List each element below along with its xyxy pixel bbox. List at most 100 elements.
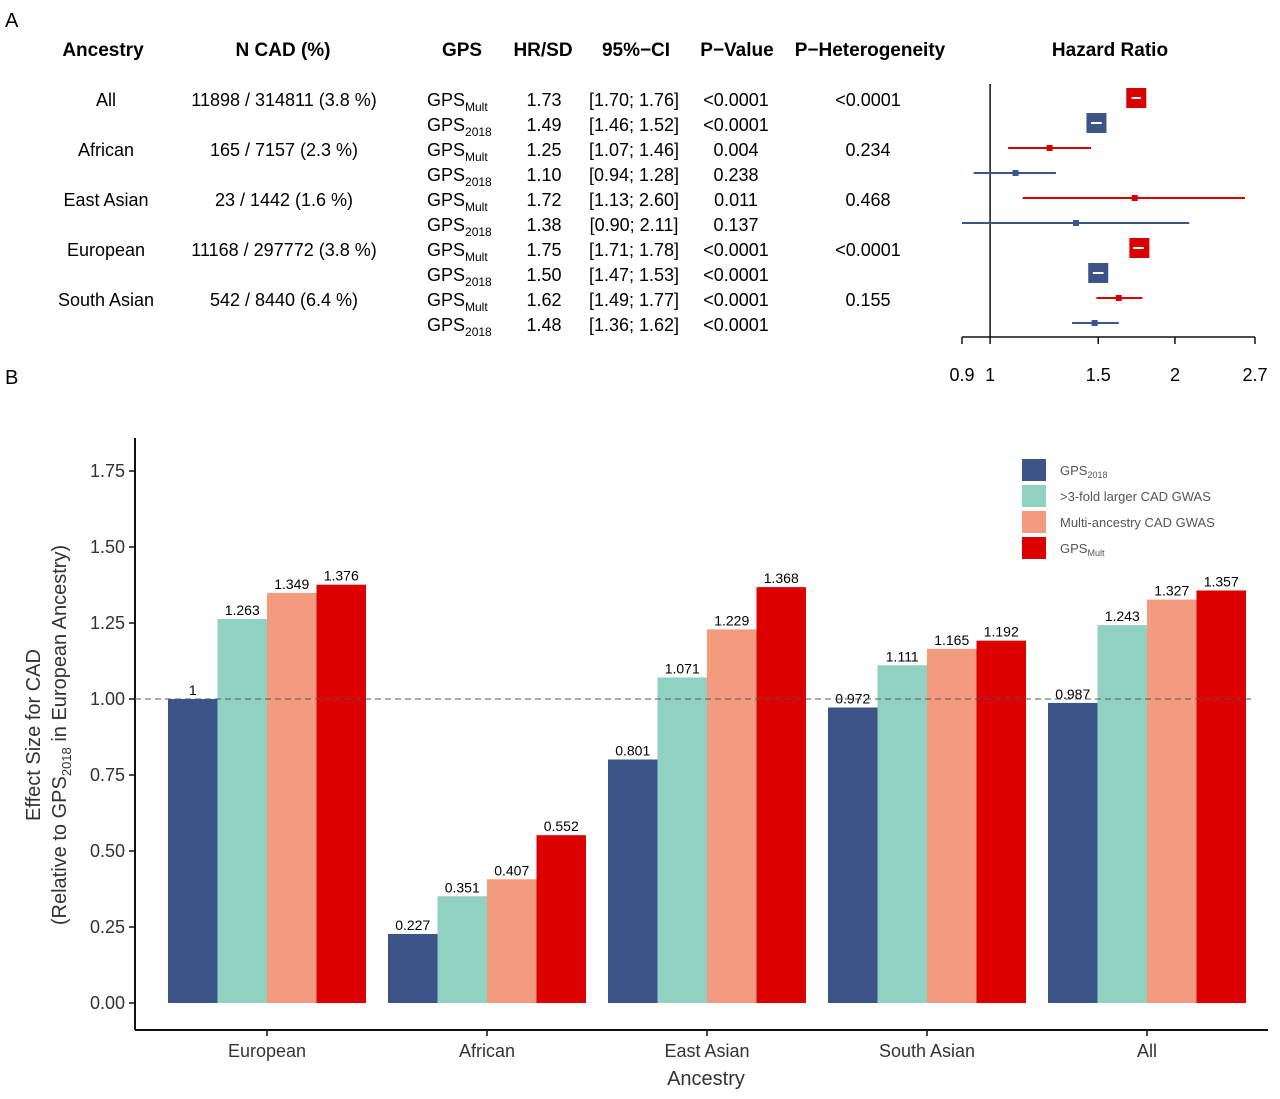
bar-value-label: 1.327 — [1154, 583, 1189, 599]
pheterogeneity-value: 0.155 — [845, 290, 890, 310]
bar-value-label: 0.407 — [494, 862, 529, 878]
bar — [487, 879, 537, 1003]
hr-value: 1.72 — [526, 190, 561, 210]
ancestry-name: European — [67, 240, 145, 260]
ancestry-name: South Asian — [58, 290, 154, 310]
bar — [217, 619, 267, 1003]
bar — [1048, 702, 1098, 1003]
y-tick-label: 1.25 — [90, 613, 125, 633]
ci-value: [1.49; 1.77] — [589, 290, 679, 310]
header-ancestry: Ancestry — [62, 40, 144, 61]
forest-estimate-box — [1115, 295, 1122, 301]
y-tick-label: 0.00 — [90, 993, 125, 1013]
gps-name: GPSMult — [427, 190, 488, 214]
ci-value: [0.90; 2.11] — [590, 215, 679, 235]
header-gps: GPS — [442, 40, 482, 61]
pvalue-value: <0.0001 — [703, 290, 769, 310]
legend-label: GPS2018 — [1060, 463, 1108, 480]
header-pheterogeneity: P−Heterogeneity — [795, 40, 946, 61]
gps-name: GPSMult — [427, 90, 488, 114]
header-hr: HR/SD — [513, 40, 572, 61]
bar — [536, 835, 586, 1003]
y-tick-label: 0.50 — [90, 841, 125, 861]
forest-table-rows: GPSMult 1.73 [1.70; 1.76] <0.0001 GPS2018 1.4… — [427, 90, 769, 339]
forest-estimate-box — [1046, 145, 1053, 151]
pvalue-value: <0.0001 — [703, 90, 769, 110]
bar-value-label: 1.243 — [1105, 608, 1140, 624]
x-tick-label: South Asian — [879, 1041, 975, 1061]
bar-value-label: 0.552 — [544, 818, 579, 834]
bar — [1147, 599, 1197, 1003]
bar-value-label: 1.376 — [324, 568, 359, 584]
header-hazard-ratio: Hazard Ratio — [1052, 40, 1168, 61]
y-axis-title-line1: Effect Size for CAD — [23, 649, 45, 821]
forest-estimate-box — [1072, 220, 1079, 226]
forest-tick-label: 2 — [1170, 365, 1180, 385]
bar-value-label: 1.111 — [886, 648, 919, 664]
panel-b-label: B — [5, 367, 18, 389]
y-tick-label: 0.25 — [90, 917, 125, 937]
panel-a-label: A — [5, 10, 19, 32]
bar-value-label: 1.165 — [934, 632, 969, 648]
bar — [877, 665, 927, 1003]
ancestry-name: All — [96, 90, 116, 110]
pvalue-value: <0.0001 — [703, 240, 769, 260]
legend-label: >3-fold larger CAD GWAS — [1060, 489, 1211, 504]
bar — [437, 896, 487, 1003]
ci-value: [1.46; 1.52] — [589, 115, 679, 135]
hr-value: 1.25 — [526, 140, 561, 160]
header-pvalue: P−Value — [700, 40, 773, 61]
hr-value: 1.73 — [526, 90, 561, 110]
x-tick-label: European — [228, 1041, 306, 1061]
ci-value: [1.47; 1.53] — [589, 265, 679, 285]
bar-value-label: 1 — [189, 682, 197, 698]
pvalue-value: <0.0001 — [703, 315, 769, 335]
bar-value-label: 1.192 — [984, 624, 1019, 640]
legend: GPS2018 >3-fold larger CAD GWAS Multi-ance… — [1022, 459, 1215, 559]
bar-value-label: 1.349 — [274, 576, 309, 592]
ci-value: [1.70; 1.76] — [589, 90, 679, 110]
gps-name: GPS2018 — [427, 315, 492, 339]
ci-value: [1.36; 1.62] — [589, 315, 679, 335]
pvalue-value: 0.137 — [713, 215, 758, 235]
bar — [316, 584, 366, 1003]
hr-value: 1.10 — [526, 165, 561, 185]
pheterogeneity-value: 0.234 — [845, 140, 890, 160]
bar — [1196, 590, 1246, 1003]
ncad-value: 542 / 8440 (6.4 %) — [210, 290, 358, 310]
pvalue-value: <0.0001 — [703, 265, 769, 285]
hr-value: 1.75 — [526, 240, 561, 260]
legend-swatch — [1022, 485, 1046, 507]
bar — [168, 699, 218, 1003]
hr-value: 1.49 — [526, 115, 561, 135]
hr-value: 1.62 — [526, 290, 561, 310]
hr-value: 1.48 — [526, 315, 561, 335]
forest-tick-label: 2.7 — [1242, 365, 1267, 385]
pheterogeneity-value: 0.468 — [845, 190, 890, 210]
header-ci: 95%−CI — [602, 40, 670, 61]
x-tick-label: East Asian — [664, 1041, 749, 1061]
forest-tick-label: 1 — [985, 365, 995, 385]
forest-table-header: Ancestry N CAD (%) GPS HR/SD 95%−CI P−Va… — [62, 40, 1168, 61]
ncad-value: 11168 / 297772 (3.8 %) — [191, 240, 376, 260]
x-tick-label: All — [1137, 1041, 1157, 1061]
legend-swatch — [1022, 511, 1046, 533]
bar — [267, 592, 317, 1003]
ci-value: [0.94; 1.28] — [589, 165, 679, 185]
forest-plot: 0.9 1 1.5 2 2.7 — [949, 84, 1268, 385]
forest-estimate-box — [1131, 195, 1138, 201]
bar — [707, 629, 757, 1003]
bar — [608, 759, 658, 1003]
gps-name: GPSMult — [427, 240, 488, 264]
ci-value: [1.07; 1.46] — [589, 140, 679, 160]
gps-name: GPS2018 — [427, 165, 492, 189]
y-tick-label: 0.75 — [90, 765, 125, 785]
bar-value-label: 1.071 — [665, 660, 700, 676]
legend-label: GPSMult — [1060, 541, 1105, 558]
bar-chart: 0.00 0.25 0.50 0.75 1.00 1.25 1.50 1.75 1 1.263 1.… — [23, 438, 1268, 1090]
gps-name: GPSMult — [427, 140, 488, 164]
y-axis-title-line2: (Relative to GPS2018 in European Ancestr… — [49, 545, 74, 925]
ncad-value: 11898 / 314811 (3.8 %) — [191, 90, 376, 110]
pvalue-value: 0.011 — [714, 190, 758, 210]
y-tick-label: 1.00 — [90, 689, 125, 709]
